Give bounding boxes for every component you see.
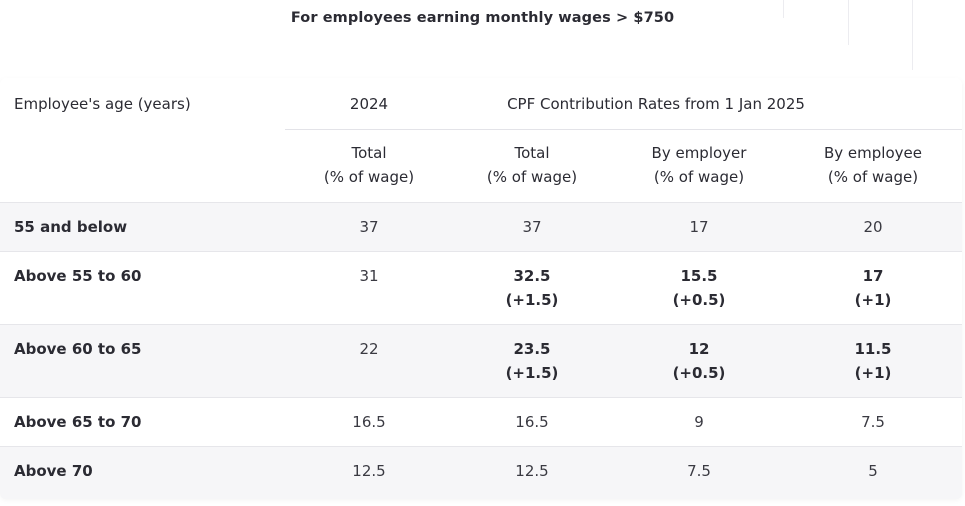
cell-total-2025: 16.5 <box>515 413 549 431</box>
row-age: 55 and below <box>14 218 128 236</box>
row-age: Above 70 <box>14 462 93 480</box>
cell-by-employer: 9 <box>694 413 704 431</box>
header-cpf-rates-2025: CPF Contribution Rates from 1 Jan 2025 <box>507 95 805 113</box>
cell-total-2024: 12.5 <box>352 462 386 480</box>
cell-by-employee: 5 <box>868 462 878 480</box>
cell-by-employee: 17 (+1) <box>854 267 892 309</box>
cell-total-2024: 22 <box>359 340 379 358</box>
table-row: 55 and below 37 37 17 20 <box>0 202 962 251</box>
cell-by-employer: 7.5 <box>687 462 711 480</box>
cell-by-employer: 12 (+0.5) <box>672 340 726 382</box>
cpf-rates-table: Employee's age (years) 2024 CPF Contribu… <box>0 78 962 499</box>
table-caption: For employees earning monthly wages > $7… <box>290 10 675 26</box>
cell-total-2024: 37 <box>359 218 379 236</box>
cell-total-2025: 37 <box>522 218 542 236</box>
cell-by-employer: 15.5 (+0.5) <box>672 267 726 309</box>
cell-total-2024: 31 <box>359 267 379 285</box>
cell-total-2024: 16.5 <box>352 413 386 431</box>
cell-by-employee: 7.5 <box>861 413 885 431</box>
row-age: Above 65 to 70 <box>14 413 142 431</box>
table-row: Above 70 12.5 12.5 7.5 5 <box>0 446 962 499</box>
cell-by-employee: 11.5 (+1) <box>854 340 892 382</box>
cell-by-employee: 20 <box>863 218 883 236</box>
subheader-by-employer: By employer (% of wage) <box>651 144 747 186</box>
subheader-by-employee: By employee (% of wage) <box>824 144 922 186</box>
header-year-2024: 2024 <box>349 95 389 113</box>
table-row: Above 55 to 60 31 32.5 (+1.5) 15.5 (+0.5… <box>0 251 962 324</box>
subheader-total-2024: Total (% of wage) <box>323 144 415 186</box>
table-row: Above 65 to 70 16.5 16.5 9 7.5 <box>0 397 962 446</box>
header-employee-age: Employee's age (years) <box>14 95 191 113</box>
subheader-total-2025: Total (% of wage) <box>486 144 578 186</box>
cell-total-2025: 32.5 (+1.5) <box>505 267 559 309</box>
row-age: Above 60 to 65 <box>14 340 142 358</box>
cell-total-2025: 23.5 (+1.5) <box>505 340 559 382</box>
table-row: Above 60 to 65 22 23.5 (+1.5) 12 (+0.5) … <box>0 324 962 397</box>
cell-total-2025: 12.5 <box>515 462 549 480</box>
cell-by-employer: 17 <box>689 218 709 236</box>
header-divider <box>285 129 962 130</box>
row-age: Above 55 to 60 <box>14 267 142 285</box>
